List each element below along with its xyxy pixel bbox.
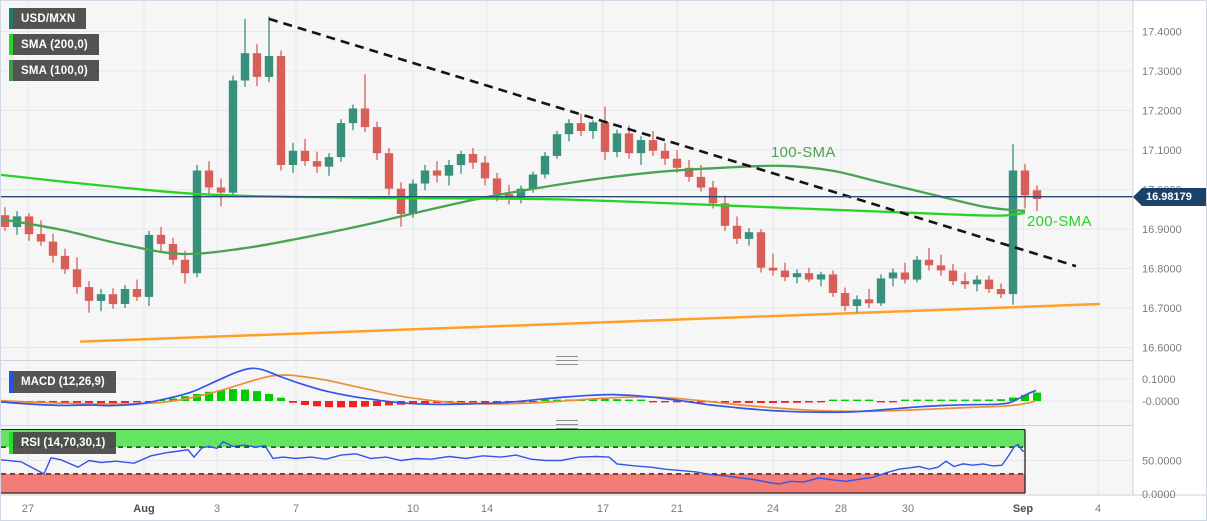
rsi-tick-label: 50.0000 (1142, 456, 1182, 468)
time-tick-label: 17 (597, 503, 609, 515)
sma100-label: SMA (100,0) (21, 64, 88, 77)
time-tick-label: 28 (835, 503, 847, 515)
uptrend-line (79, 302, 1101, 343)
price-axis-background (1133, 1, 1206, 495)
rsi-line (1, 440, 1026, 485)
current-price-tag: 16.98179 (1133, 188, 1206, 206)
sma200-label: SMA (200,0) (21, 38, 88, 51)
macd-signal-line (1, 374, 1037, 413)
symbol-label: USD/MXN (21, 12, 76, 25)
price-tick-label: 16.6000 (1142, 343, 1182, 355)
legend-sma200-badge[interactable]: SMA (200,0) (9, 34, 99, 55)
price-tick-label: 16.7000 (1142, 303, 1182, 315)
time-axis-background (1, 495, 1206, 520)
time-tick-label: 14 (481, 503, 493, 515)
time-tick-label: 3 (214, 503, 220, 515)
macd-tick-label: -0.0000 (1142, 396, 1179, 408)
rsi-label-text: RSI (14,70,30,1) (21, 437, 106, 449)
price-tick-label: 17.1000 (1142, 145, 1182, 157)
sma100-annotation: 100-SMA (771, 144, 836, 161)
price-tick-label: 17.2000 (1142, 106, 1182, 118)
time-tick-label: Sep (1013, 503, 1033, 515)
downtrend-dashed-line (268, 17, 1077, 268)
rsi-overbought-band (1, 429, 1025, 448)
price-axis[interactable] (1133, 1, 1206, 495)
time-tick-label: 7 (293, 503, 299, 515)
sma-100-line (1, 164, 1026, 256)
time-tick-label: 30 (902, 503, 914, 515)
rsi-tick-label: 0.0000 (1142, 489, 1176, 501)
time-axis[interactable] (1, 495, 1206, 520)
legend-sma100-badge[interactable]: SMA (100,0) (9, 60, 99, 81)
sma-200-line (1, 173, 1026, 217)
macd-line (1, 367, 1037, 414)
price-tick-label: 16.8000 (1142, 264, 1182, 276)
time-tick-label: Aug (133, 503, 154, 515)
rsi-oversold-band (1, 473, 1025, 493)
price-tick-label: 17.4000 (1142, 27, 1182, 39)
legend-symbol-badge[interactable]: USD/MXN (9, 8, 87, 29)
macd-indicator-badge[interactable]: MACD (12,26,9) (9, 371, 116, 393)
time-tick-label: 10 (407, 503, 419, 515)
panel-resize-handle-macd[interactable] (556, 355, 578, 366)
price-tick-label: 17.3000 (1142, 66, 1182, 78)
price-tick-label: 16.9000 (1142, 224, 1182, 236)
chart-background (1, 1, 1133, 495)
panel-resize-handle-rsi[interactable] (556, 419, 578, 430)
candlestick-series (1, 16, 1042, 313)
sma200-annotation: 200-SMA (1027, 213, 1092, 230)
time-tick-label: 27 (22, 503, 34, 515)
time-tick-label: 24 (767, 503, 779, 515)
macd-label-text: MACD (12,26,9) (21, 376, 105, 388)
rsi-indicator-badge[interactable]: RSI (14,70,30,1) (9, 432, 117, 454)
macd-tick-label: 0.1000 (1142, 374, 1176, 386)
time-tick-label: 4 (1095, 503, 1101, 515)
legend: USD/MXN SMA (200,0) SMA (100,0) (9, 8, 99, 81)
time-tick-label: 21 (671, 503, 683, 515)
